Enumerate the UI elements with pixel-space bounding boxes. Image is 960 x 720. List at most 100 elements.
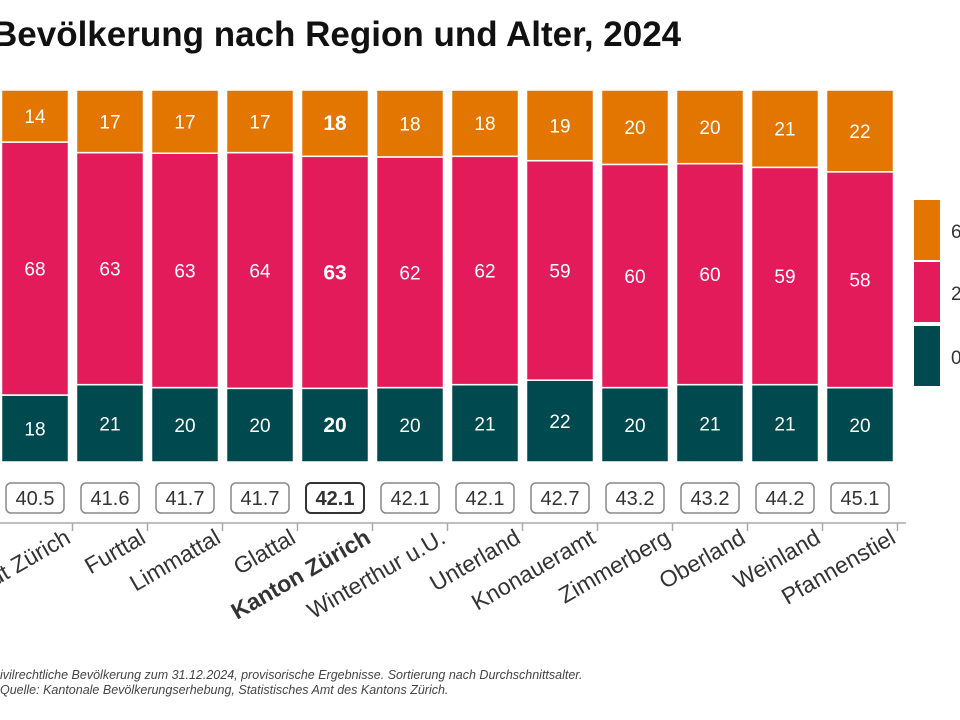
legend-swatch-1	[914, 262, 940, 322]
bar-label-zimmerberg-series-0: 20	[624, 416, 645, 437]
bar-label-kanton-zuerich-series-0: 20	[323, 414, 346, 437]
avg-label-unterland: 42.1	[466, 488, 505, 510]
bar-label-glattal-series-1: 64	[249, 261, 271, 282]
legend: 6 2 0	[914, 200, 960, 386]
bar-furttal-series-0	[75, 383, 145, 463]
bar-kanton-zuerich-series-2	[300, 89, 370, 158]
bar-label-stadt-zuerich-series-0: 18	[24, 420, 45, 441]
bar-label-kanton-zuerich-series-2: 18	[323, 112, 347, 135]
bar-label-oberland-series-0: 21	[699, 414, 720, 435]
bar-pfannenstiel-series-2	[825, 89, 895, 173]
bar-label-weinland-series-0: 21	[774, 414, 795, 435]
legend-label-0: 0	[951, 348, 960, 369]
bar-unterland-series-2	[450, 89, 520, 158]
avg-label-oberland: 43.2	[691, 488, 730, 510]
bar-glattal-series-1	[225, 151, 295, 390]
bar-knonaueramt-series-1	[525, 159, 595, 381]
avg-box-oberland	[680, 482, 740, 514]
avg-label-knonaueramt: 42.7	[541, 488, 580, 510]
avg-box-furttal	[80, 482, 140, 514]
avg-box-glattal	[230, 482, 290, 514]
bar-label-unterland-series-2: 18	[474, 114, 495, 135]
bar-oberland-series-0	[675, 383, 745, 463]
bar-stadt-zuerich-series-2	[0, 89, 70, 143]
avg-label-limmattal: 41.7	[166, 488, 205, 510]
bar-zimmerberg-series-0	[600, 386, 670, 463]
bar-label-glattal-series-2: 17	[249, 112, 270, 133]
bar-label-stadt-zuerich-series-1: 68	[24, 260, 45, 281]
bar-pfannenstiel-series-0	[825, 386, 895, 463]
avg-label-stadt-zuerich: 40.5	[16, 488, 55, 510]
avg-label-kanton-zuerich: 42.1	[316, 488, 355, 510]
bar-label-zimmerberg-series-2: 20	[624, 118, 645, 139]
bar-label-zimmerberg-series-1: 60	[624, 267, 645, 288]
note-line-2: Quelle: Kantonale Bevölkerungserhebung, …	[0, 683, 448, 697]
bar-oberland-series-1	[675, 162, 745, 386]
bar-oberland-series-2	[675, 89, 745, 165]
bar-limmattal-series-0	[150, 386, 220, 463]
avg-box-zimmerberg	[605, 482, 665, 514]
avg-box-kanton-zuerich	[305, 482, 365, 514]
note-line-1: ivilrechtliche Bevölkerung zum 31.12.202…	[0, 668, 582, 682]
bar-stadt-zuerich-series-0	[0, 394, 70, 463]
bar-label-weinland-series-2: 21	[774, 120, 795, 141]
bar-weinland-series-1	[750, 166, 820, 386]
bars-group: 18 68 14 21 63 17 20 63 17 20 64 17 20 63 18 20 62 18 21 62…	[0, 89, 895, 463]
bar-label-furttal-series-2: 17	[99, 112, 120, 133]
bar-weinland-series-2	[750, 89, 820, 169]
bar-label-winterthur-u-u-series-1: 62	[399, 263, 420, 284]
avg-label-winterthur-u-u: 42.1	[391, 488, 430, 510]
bar-pfannenstiel-series-1	[825, 171, 895, 389]
avg-label-pfannenstiel: 45.1	[841, 488, 880, 510]
bar-winterthur-u-u-series-1	[375, 156, 445, 389]
bar-furttal-series-1	[75, 151, 145, 386]
bar-kanton-zuerich-series-0	[300, 387, 370, 463]
bar-label-knonaueramt-series-2: 19	[549, 116, 570, 137]
bar-label-pfannenstiel-series-1: 58	[849, 271, 870, 292]
bar-label-limmattal-series-0: 20	[174, 416, 195, 437]
bar-label-unterland-series-0: 21	[474, 414, 495, 435]
legend-label-2: 6	[951, 222, 960, 243]
bar-label-winterthur-u-u-series-2: 18	[399, 114, 420, 135]
bar-label-furttal-series-1: 63	[99, 260, 120, 281]
bar-label-kanton-zuerich-series-1: 63	[323, 261, 346, 284]
avg-box-limmattal	[155, 482, 215, 514]
bar-knonaueramt-series-2	[525, 89, 595, 162]
bar-furttal-series-2	[75, 89, 145, 154]
bar-unterland-series-0	[450, 383, 520, 463]
bar-label-limmattal-series-1: 63	[174, 261, 195, 282]
avg-box-knonaueramt	[530, 482, 590, 514]
bar-glattal-series-2	[225, 89, 295, 154]
avg-box-unterland	[455, 482, 515, 514]
bar-glattal-series-0	[225, 387, 295, 463]
bar-label-winterthur-u-u-series-0: 20	[399, 416, 420, 437]
avg-box-weinland	[755, 482, 815, 514]
bar-zimmerberg-series-1	[600, 163, 670, 389]
bar-label-glattal-series-0: 20	[249, 416, 270, 437]
bar-winterthur-u-u-series-2	[375, 89, 445, 158]
bar-label-knonaueramt-series-0: 22	[549, 412, 570, 433]
bar-label-pfannenstiel-series-2: 22	[849, 122, 870, 143]
bar-label-stadt-zuerich-series-2: 14	[24, 107, 46, 128]
legend-swatch-0	[914, 326, 940, 386]
bar-unterland-series-1	[450, 155, 520, 386]
bar-zimmerberg-series-2	[600, 89, 670, 166]
bar-label-knonaueramt-series-1: 59	[549, 261, 570, 282]
bar-label-oberland-series-2: 20	[699, 118, 720, 139]
bar-limmattal-series-2	[150, 89, 220, 154]
x-label-stadt-zuerich: Stadt Zürich	[0, 524, 74, 609]
bar-limmattal-series-1	[150, 152, 220, 389]
avg-label-glattal: 41.7	[241, 488, 280, 510]
bar-label-limmattal-series-2: 17	[174, 113, 195, 134]
bar-label-unterland-series-1: 62	[474, 261, 495, 282]
avg-box-winterthur-u-u	[380, 482, 440, 514]
bar-label-furttal-series-0: 21	[99, 414, 120, 435]
avg-label-weinland: 44.2	[766, 488, 805, 510]
avg-box-stadt-zuerich	[5, 482, 65, 514]
avg-label-furttal: 41.6	[91, 488, 130, 510]
avg-label-zimmerberg: 43.2	[616, 488, 655, 510]
bar-label-pfannenstiel-series-0: 20	[849, 416, 870, 437]
average-age-row: 40.5 41.6 41.7 41.7 42.1 42.1 42.1 42.7 43.2 43.2…	[5, 482, 890, 514]
